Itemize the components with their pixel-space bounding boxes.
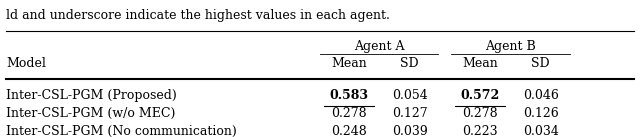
Text: 0.583: 0.583 [330, 89, 368, 102]
Text: 0.054: 0.054 [392, 89, 428, 102]
Text: 0.278: 0.278 [331, 107, 367, 120]
Text: Agent B: Agent B [485, 40, 536, 53]
Text: Inter-CSL-PGM (No communication): Inter-CSL-PGM (No communication) [6, 125, 237, 137]
Text: SD: SD [400, 57, 419, 70]
Text: 0.278: 0.278 [462, 107, 498, 120]
Text: 0.126: 0.126 [523, 107, 559, 120]
Text: 0.572: 0.572 [460, 89, 500, 102]
Text: SD: SD [531, 57, 550, 70]
Text: Mean: Mean [462, 57, 498, 70]
Text: 0.127: 0.127 [392, 107, 428, 120]
Text: 0.248: 0.248 [331, 125, 367, 137]
Text: ld and underscore indicate the highest values in each agent.: ld and underscore indicate the highest v… [6, 9, 390, 22]
Text: Mean: Mean [331, 57, 367, 70]
Text: Model: Model [6, 57, 46, 70]
Text: 0.034: 0.034 [523, 125, 559, 137]
Text: Inter-CSL-PGM (Proposed): Inter-CSL-PGM (Proposed) [6, 89, 177, 102]
Text: 0.223: 0.223 [462, 125, 498, 137]
Text: 0.039: 0.039 [392, 125, 428, 137]
Text: Inter-CSL-PGM (w/o MEC): Inter-CSL-PGM (w/o MEC) [6, 107, 176, 120]
Text: Agent A: Agent A [354, 40, 404, 53]
Text: 0.046: 0.046 [523, 89, 559, 102]
